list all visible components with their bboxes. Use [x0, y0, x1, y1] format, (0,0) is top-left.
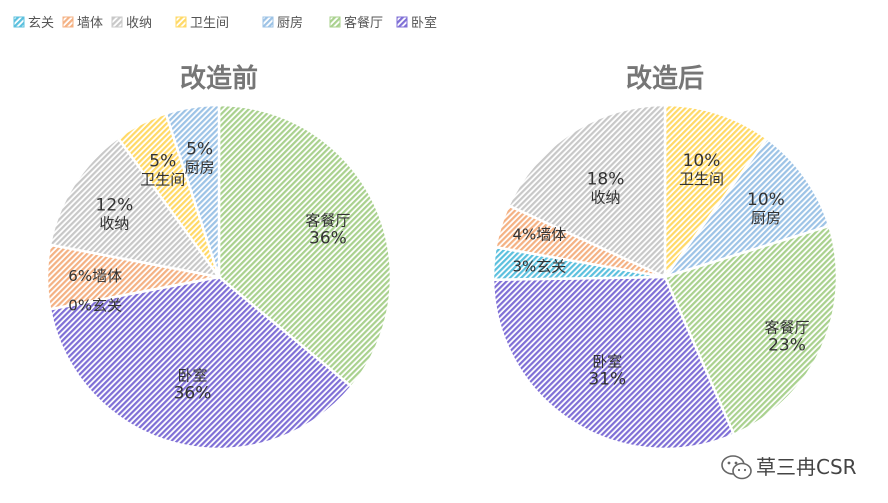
pie-label: 3%玄关	[513, 257, 567, 275]
legend-item: 收纳	[111, 16, 152, 31]
pie-slices	[45, 103, 393, 451]
watermark: 草三冉CSR	[721, 455, 857, 480]
pie-title: 改造后	[626, 63, 704, 94]
pie-label: 0%玄关	[68, 296, 122, 314]
pie-label-value: 31%	[588, 370, 626, 390]
legend-label: 厨房	[277, 15, 303, 31]
pie-label-value: 厨房	[751, 209, 781, 227]
pie-label: 卧室 36%	[174, 366, 212, 403]
pie-label-category: 12%	[96, 196, 134, 216]
pie-slice-卧室	[491, 275, 736, 451]
legend-swatch	[111, 16, 123, 28]
pie-label: 18%收纳	[587, 169, 625, 206]
legend-label: 收纳	[126, 16, 152, 31]
pie-label-value: 卫生间	[140, 171, 185, 189]
legend-item: 玄关	[13, 16, 54, 31]
pie-label-category: 10%	[747, 190, 785, 210]
watermark-text: 草三冉CSR	[756, 455, 857, 479]
pie-label-value: 23%	[768, 336, 806, 356]
pie-label: 12%收纳	[96, 196, 134, 233]
pie-label-value: 36%	[174, 383, 212, 403]
pie-label-category: 卧室	[592, 353, 622, 371]
pie-label-value: 收纳	[590, 188, 620, 206]
pie-slice-厨房	[164, 103, 221, 278]
pie-label: 客餐厅 36%	[305, 212, 350, 249]
pie-label-category: 客餐厅	[764, 319, 809, 337]
pie-label: 5%厨房	[185, 140, 215, 177]
legend-label: 墙体	[77, 16, 103, 31]
legend-swatch	[62, 16, 74, 28]
pie-label: 6%墙体	[68, 267, 122, 285]
pie-label-category: 卧室	[177, 366, 207, 384]
legend-item: 卫生间	[175, 16, 229, 31]
pie-label-value: 36%	[309, 229, 347, 249]
pie-label-category: 5%	[186, 140, 213, 160]
pie-label: 5%卫生间	[140, 152, 185, 189]
pie-label: 10%厨房	[747, 190, 785, 227]
legend-swatch	[396, 16, 408, 28]
pie-label-category: 客餐厅	[305, 212, 350, 230]
pie-slice-收纳	[506, 103, 667, 279]
legend-swatch	[175, 16, 187, 28]
pie-slice-客餐厅	[217, 103, 393, 389]
legend-item: 客餐厅	[329, 15, 383, 31]
pie-label: 卧室 31%	[588, 353, 626, 390]
legend: 玄关 墙体 收纳 卫生间 厨房 客餐厅 卧室	[13, 15, 437, 31]
pie-title: 改造前	[180, 63, 258, 94]
legend-label: 客餐厅	[344, 15, 383, 31]
pie-slice-收纳	[48, 136, 222, 279]
pie-label-value: 厨房	[185, 159, 215, 177]
pie-slice-客餐厅	[663, 224, 839, 437]
pie-slice-卧室	[48, 275, 354, 451]
legend-item: 卧室	[396, 15, 437, 31]
pie-label-category: 5%	[149, 152, 176, 172]
pie-slice-厨房	[661, 136, 831, 280]
pie-label-category: 10%	[683, 151, 721, 171]
pie-label: 4%墙体	[513, 226, 567, 244]
pie-slices	[491, 103, 839, 451]
legend-item: 墙体	[62, 16, 103, 31]
pie-label-value: 卫生间	[679, 170, 724, 188]
legend-label: 玄关	[28, 16, 54, 31]
pie-label-category: 18%	[587, 169, 625, 189]
legend-swatch	[329, 16, 341, 28]
legend-label: 卫生间	[190, 16, 229, 31]
legend-swatch	[13, 16, 25, 28]
legend-item: 厨房	[262, 15, 303, 31]
pie-label: 10%卫生间	[679, 151, 724, 188]
legend-label: 卧室	[411, 15, 437, 31]
legend-swatch	[262, 16, 274, 28]
wechat-icon	[721, 455, 752, 480]
pie-label-value: 收纳	[99, 215, 129, 233]
pie-label: 客餐厅 23%	[764, 319, 809, 356]
pie-slice-卫生间	[663, 103, 769, 281]
